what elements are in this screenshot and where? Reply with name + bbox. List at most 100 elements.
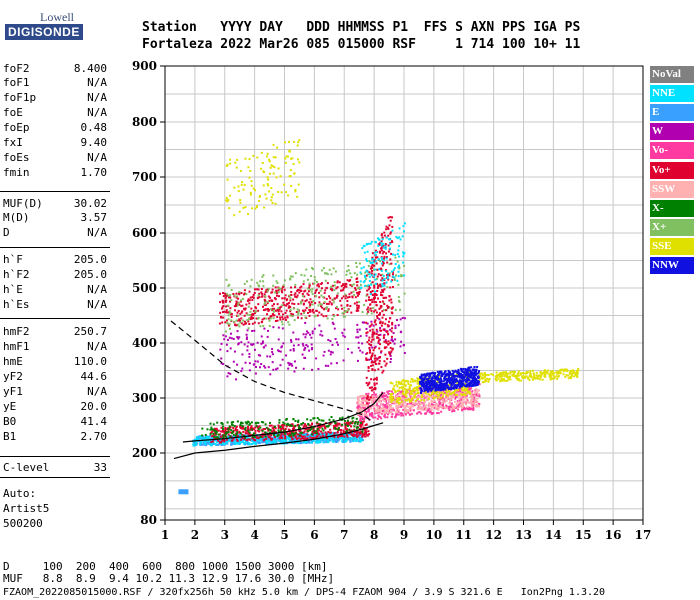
echo-point [289,314,292,317]
echo-point [434,377,437,380]
echo-point [326,282,329,285]
echo-point [263,438,266,441]
echo-point [375,404,378,407]
echo-point [323,426,326,429]
echo-point [363,433,366,436]
echo-point [451,383,454,386]
echo-point [240,311,243,314]
x-tick-label: 3 [221,528,229,542]
echo-point [471,368,474,371]
echo-point [353,428,356,431]
echo-point [324,279,327,282]
echo-point [505,371,508,374]
echo-point [535,377,538,380]
echo-point [421,393,424,396]
echo-point [311,303,314,306]
echo-point [423,399,426,402]
echo-point [457,374,460,377]
echo-point [262,184,265,187]
y-tick-label: 80 [140,513,157,527]
echo-point [316,422,319,425]
echo-point [524,372,527,375]
echo-point [240,322,243,325]
echo-point [308,301,311,304]
echo-point [249,191,252,194]
echo-point [310,441,313,444]
echo-point [261,295,264,298]
echo-point [458,386,461,389]
echo-point [345,294,348,297]
echo-point [496,376,499,379]
echo-point [326,273,329,276]
echo-point [540,372,543,375]
echo-point [374,408,377,411]
echo-point [255,317,258,320]
echo-point [473,366,476,369]
echo-point [316,427,319,430]
echo-point [450,382,453,385]
echo-point [290,424,293,427]
param-name: yF1 [3,385,23,398]
echo-point [198,437,201,440]
echo-point [350,433,353,436]
echo-point [235,432,238,435]
echo-point [213,442,216,445]
echo-point [254,439,257,442]
echo-point [402,389,405,392]
echo-point [267,178,270,181]
echo-point [285,431,288,434]
echo-point [403,292,406,295]
echo-point [210,428,213,431]
echo-point [418,396,421,399]
echo-point [398,299,401,302]
echo-point [368,401,371,404]
echo-point [341,435,344,438]
echo-point [310,433,313,436]
param-name: foEs [3,151,30,164]
echo-point [307,290,310,293]
echo-point [270,199,273,202]
echo-point [308,427,311,430]
echo-point [281,440,284,443]
echo-point [268,172,271,175]
echo-point [221,427,224,430]
echo-point [265,426,268,429]
echo-point [290,286,293,289]
echo-point [458,401,461,404]
echo-point [261,292,264,295]
echo-point [235,301,238,304]
echo-point [511,373,514,376]
echo-point [361,397,364,400]
echo-point [340,429,343,432]
echo-point [291,315,294,318]
echo-point [212,423,215,426]
echo-point [216,440,219,443]
echo-point [430,377,433,380]
echo-point [292,163,295,166]
echo-point [497,374,500,377]
echo-point [437,407,440,410]
echo-point [260,321,263,324]
param-name: D [3,226,10,239]
echo-point [361,311,364,314]
echo-point [452,407,455,410]
echo-point [237,309,240,312]
echo-point [322,315,325,318]
echo-point [294,292,297,295]
echo-point [336,286,339,289]
echo-point [397,403,400,406]
echo-point [436,399,439,402]
echo-point [474,382,477,385]
echo-point [500,372,503,375]
echo-point [385,402,388,405]
echo-point [336,436,339,439]
echo-point [212,434,215,437]
echo-point [277,310,280,313]
echo-point [565,374,568,377]
echo-point [247,429,250,432]
echo-point [359,425,362,428]
echo-point [257,428,260,431]
echo-point [569,372,572,375]
echo-point [434,404,437,407]
echo-point [463,379,466,382]
